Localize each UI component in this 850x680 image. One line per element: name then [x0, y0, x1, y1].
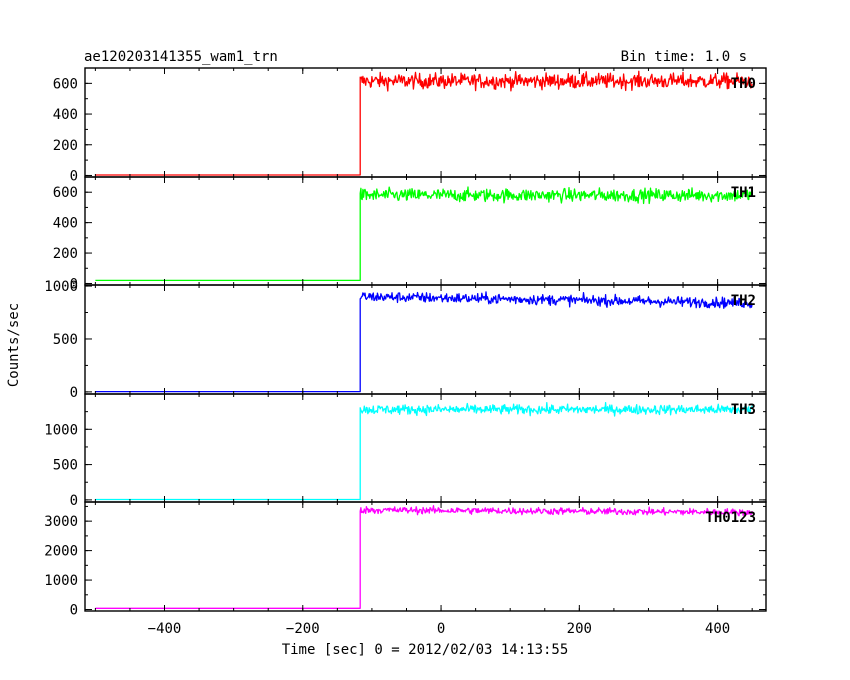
- series-line-th1: [95, 186, 753, 282]
- y-tick-label: 200: [53, 246, 78, 262]
- x-tick-label: 400: [705, 621, 730, 637]
- x-tick-label: 200: [567, 621, 592, 637]
- y-tick-label: 0: [70, 276, 78, 292]
- x-axis-label: Time [sec] 0 = 2012/02/03 14:13:55: [282, 642, 569, 658]
- y-tick-label: 400: [53, 216, 78, 232]
- bin-time-label: Bin time: 1.0 s: [621, 49, 747, 65]
- series-line-th0: [95, 70, 753, 176]
- y-tick-label: 200: [53, 138, 78, 154]
- panel-th3: 0 500 1000 TH3: [44, 393, 767, 509]
- y-tick-label: 500: [53, 332, 78, 348]
- y-tick-label: 1000: [44, 279, 78, 295]
- series-label-th0123: TH0123: [705, 510, 756, 526]
- y-tick-label: 0: [70, 493, 78, 509]
- panels-group: 0 200 400 600 TH0 0 200 400 600 TH1 0 500 1000 TH2 0 50…: [44, 67, 767, 637]
- y-tick-label: 3000: [44, 514, 78, 530]
- x-tick-label: 0: [437, 621, 445, 637]
- y-tick-label: 600: [53, 185, 78, 201]
- series-line-th2: [95, 291, 753, 393]
- panel-frame: [84, 501, 767, 612]
- y-tick-label: 0: [70, 168, 78, 184]
- y-axis-label: Counts/sec: [6, 303, 22, 387]
- x-tick-label: −400: [148, 621, 182, 637]
- x-tick-label: −200: [286, 621, 320, 637]
- series-label-th2: TH2: [731, 293, 756, 309]
- y-tick-label: 500: [53, 458, 78, 474]
- panel-th0123: 0 1000 2000 3000 TH0123: [44, 501, 767, 619]
- panel-th1: 0 200 400 600 TH1: [53, 176, 767, 292]
- y-tick-label: 600: [53, 76, 78, 92]
- series-line-th3: [95, 401, 753, 501]
- chart-title: ae120203141355_wam1_trn: [84, 49, 278, 65]
- y-tick-label: 2000: [44, 544, 78, 560]
- y-tick-label: 1000: [44, 422, 78, 438]
- series-line-th0123: [95, 505, 753, 609]
- y-tick-label: 0: [70, 603, 78, 619]
- series-label-th1: TH1: [731, 185, 756, 201]
- y-tick-label: 400: [53, 107, 78, 123]
- panel-th2: 0 500 1000 TH2: [44, 279, 767, 401]
- series-label-th3: TH3: [731, 402, 756, 418]
- y-tick-label: 1000: [44, 573, 78, 589]
- panel-th0: 0 200 400 600 TH0: [53, 67, 767, 184]
- series-label-th0: TH0: [731, 76, 756, 92]
- y-tick-label: 0: [70, 385, 78, 401]
